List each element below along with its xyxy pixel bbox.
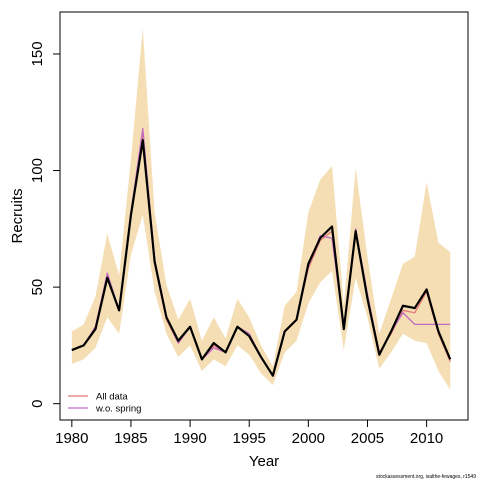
confidence-band [71, 28, 451, 390]
x-tick-label: 2010 [410, 430, 443, 447]
y-axis: 0 50 100 150 [29, 41, 60, 408]
series-layer [71, 127, 452, 377]
legend-label: All data [96, 392, 128, 403]
x-tick-label: 2000 [292, 430, 325, 447]
y-axis-label: Recruits [9, 188, 26, 243]
plot-frame [59, 11, 469, 421]
y-tick-label: 100 [29, 158, 46, 183]
y-tick-label: 0 [29, 400, 46, 408]
x-tick-label: 2005 [351, 430, 384, 447]
legend-label: w.o. spring [95, 404, 141, 415]
x-tick-label: 1990 [173, 430, 206, 447]
x-tick-label: 1985 [114, 430, 147, 447]
series-line-estimate [71, 139, 452, 377]
y-tick-label: 50 [29, 279, 46, 296]
y-tick-label: 150 [29, 41, 46, 66]
credit-text: stockassessment.org, isalthe-fewages, r1… [376, 474, 476, 480]
x-axis-label: Year [249, 453, 279, 470]
x-axis: 1980 1985 1990 1995 2000 2005 2010 [55, 420, 443, 447]
x-tick-label: 1995 [233, 430, 266, 447]
confidence-band-layer [71, 28, 451, 390]
x-tick-label: 1980 [55, 430, 88, 447]
